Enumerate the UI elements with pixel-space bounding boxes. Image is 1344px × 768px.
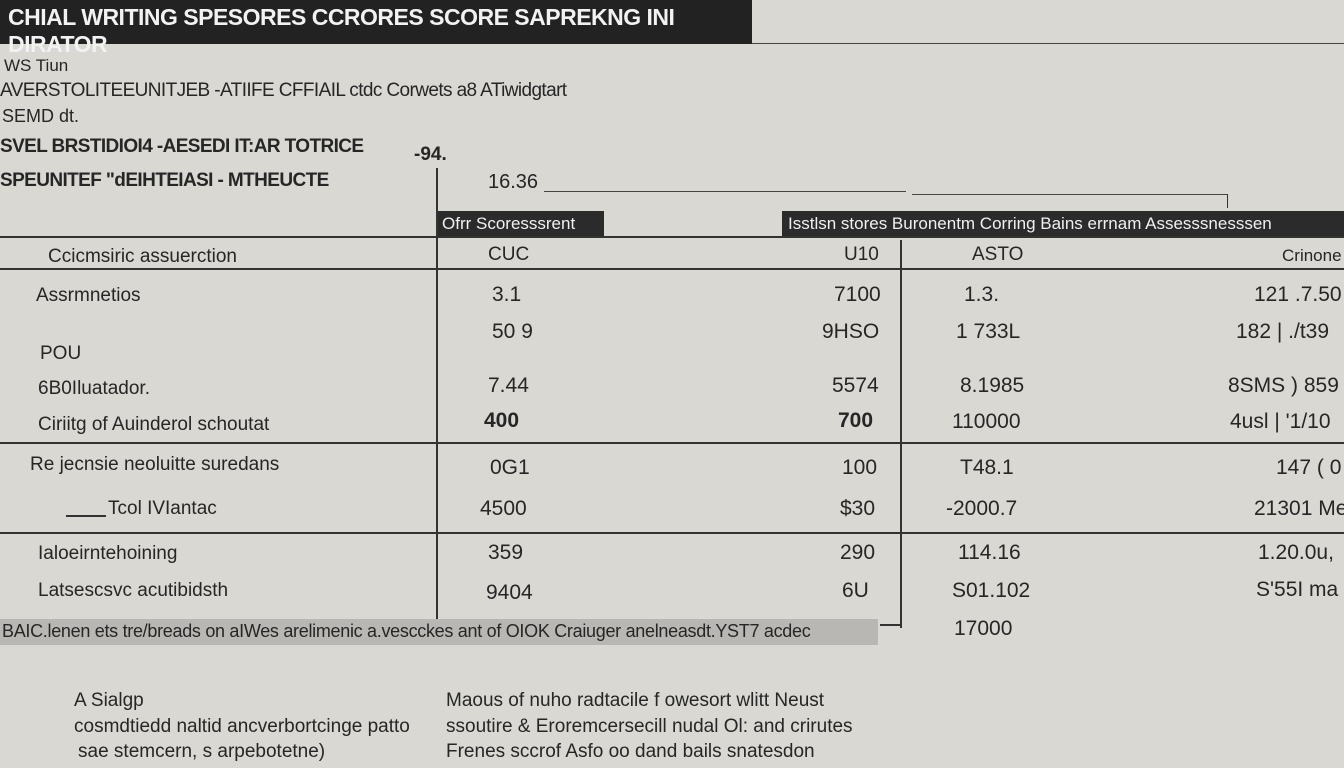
title-rule: [752, 43, 1344, 44]
column-header: Ccicmsiric assuerction: [48, 246, 237, 267]
row-dash: [66, 515, 106, 517]
bracket-line: [544, 191, 906, 192]
header-line-1: WS Tiun: [4, 56, 69, 75]
header-line-4: SVEL BRSTIDIOI4 -AESEDI IT:AR TOTRICE: [0, 136, 364, 157]
header-value: 16.36: [488, 171, 539, 193]
note-right-3: Frenes sccrof Asfo oo dand bails snatesd…: [446, 741, 815, 762]
table-cell: 8.1985: [960, 374, 1025, 397]
table-col-divider-1: [436, 168, 438, 620]
note-left-2: cosmdtiedd naltid ancverbortcinge patto: [74, 716, 410, 737]
row-label: Ciriitg of Auinderol schoutat: [38, 414, 270, 435]
table-col-divider-2: [900, 240, 902, 628]
column-header: U10: [844, 244, 879, 265]
note-left-3: sae stemcern, s arpebotetne): [78, 741, 326, 762]
table-cell: 4usl | '1/10: [1230, 410, 1331, 433]
column-header: ASTO: [972, 244, 1024, 265]
note-right-1: Maous of nuho radtacile f owesort wlitt …: [446, 690, 825, 711]
row-label: POU: [40, 343, 82, 364]
table-cell: 290: [840, 541, 876, 564]
row-label: Re jecnsie neoluitte suredans: [30, 454, 280, 475]
table-cell: 4500: [480, 497, 527, 520]
row-label: Ialoeirntehoining: [38, 543, 178, 564]
row-label: Latsescsvc acutibidsth: [38, 580, 229, 601]
table-header-rule: [0, 268, 1344, 270]
table-cell: 50 9: [492, 320, 533, 343]
table-cell: 400: [484, 409, 520, 432]
table-cell: -2000.7: [946, 497, 1018, 520]
tag-left: Ofrr Scoresssrent: [436, 211, 604, 237]
table-cell: 100: [842, 456, 878, 479]
note-right-2: ssoutire & Eroremcersecill nudal Ol: and…: [446, 716, 853, 737]
table-cell: 182 | ./t39: [1236, 320, 1330, 343]
table-cell: S'55I ma: [1256, 578, 1339, 601]
row-label: 6B0Iluatador.: [38, 378, 150, 399]
footer-band: BAIC.lenen ets tre/breads on aIWes areli…: [0, 619, 878, 645]
footer-band-text: BAIC.lenen ets tre/breads on aIWes areli…: [2, 621, 811, 641]
table-cell: 9404: [486, 581, 533, 604]
table-cell: 6U: [842, 579, 869, 602]
table-cell: S01.102: [952, 579, 1031, 602]
table-section-rule-2: [0, 532, 1344, 534]
table-section-rule-1: [0, 442, 1344, 444]
table-top-rule: [0, 236, 1344, 238]
header-line-2: AVERSTOLITEEUNITJEB -ATIIFE CFFIAIL ctdc…: [0, 80, 567, 101]
table-cell: 700: [838, 409, 874, 432]
table-cell: 3.1: [492, 283, 522, 306]
bracket-line-right: [912, 194, 1228, 195]
header-line-5: SPEUNITEF "dEIHTEIASI - MTHEUCTE: [0, 170, 329, 191]
table-cell: 147 ( 0: [1276, 456, 1342, 479]
title-bar: CHIAL WRITING SPESORES CCRORES SCORE SAP…: [0, 0, 752, 57]
table-cell: T48.1: [960, 456, 1014, 479]
table-cell: 5574: [832, 374, 879, 397]
page-title: CHIAL WRITING SPESORES CCRORES SCORE SAP…: [8, 4, 675, 57]
table-cell: 7.44: [488, 374, 529, 397]
row-label: Assrmnetios: [36, 285, 141, 306]
footer-tick: [880, 624, 902, 626]
extra-value: 17000: [954, 617, 1013, 640]
table-cell: 21301 Me: [1254, 497, 1344, 520]
table-cell: 1.3.: [964, 283, 1000, 306]
table-cell: 121 .7.50: [1254, 283, 1342, 306]
bracket-tick: [1227, 194, 1228, 208]
header-mark: -94.: [414, 144, 447, 165]
note-left-1: A Sialgp: [74, 690, 144, 711]
table-cell: 110000: [952, 410, 1021, 433]
table-cell: $30: [840, 497, 876, 520]
table-cell: 8SMS ) 859: [1228, 374, 1339, 397]
tag-right: Isstlsn stores Buronentm Corring Bains e…: [782, 211, 1344, 237]
table-cell: 114.16: [958, 541, 1021, 564]
table-cell: 1 733L: [956, 320, 1021, 343]
table-cell: 359: [488, 541, 524, 564]
table-cell: 7100: [834, 283, 881, 306]
column-header: Crinone: [1282, 246, 1342, 265]
table-cell: 0G1: [490, 456, 530, 479]
column-header: CUC: [488, 244, 530, 265]
header-line-3: SEMD dt.: [2, 106, 80, 126]
table-cell: 9HSO: [822, 320, 880, 343]
row-label: Tcol IVIantac: [108, 498, 217, 519]
table-cell: 1.20.0u,: [1258, 541, 1334, 564]
